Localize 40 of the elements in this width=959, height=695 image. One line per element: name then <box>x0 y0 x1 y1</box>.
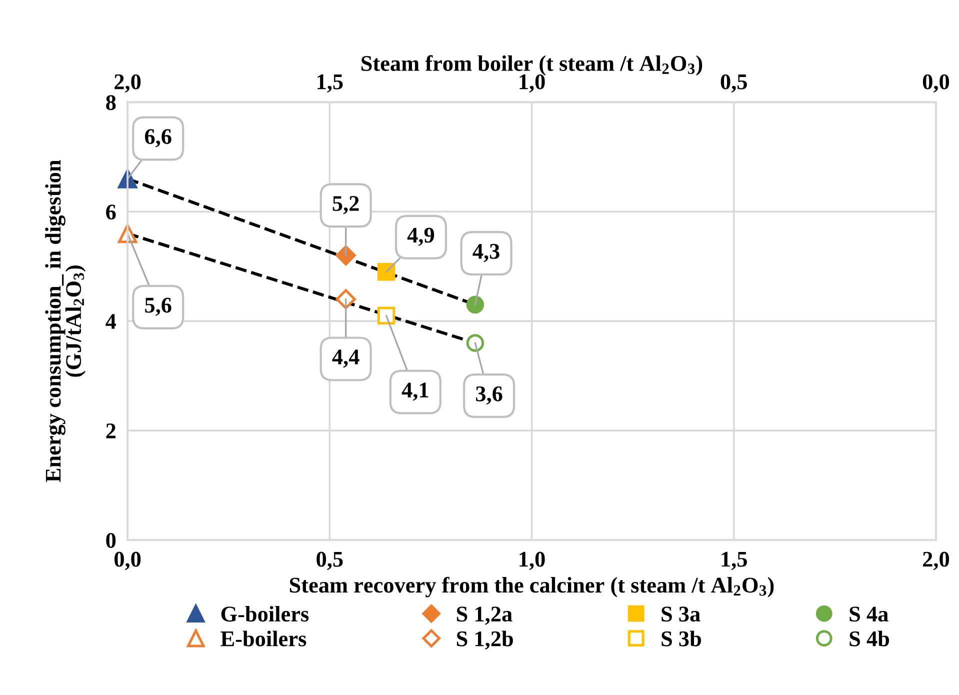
data-label: 5,2 <box>332 196 359 214</box>
point <box>466 334 484 352</box>
data-label: 5,6 <box>145 298 172 316</box>
y-tick-label: 4 <box>106 314 116 329</box>
legend-label: S 4a <box>850 606 888 622</box>
point <box>377 262 396 281</box>
y-tick-label: 6 <box>106 204 116 220</box>
y-tick-label: 8 <box>106 95 116 110</box>
data-label: 4,9 <box>407 228 434 246</box>
x2-tick-label: 0,0 <box>922 74 950 93</box>
data-label: 6,6 <box>144 129 172 148</box>
x2-tick-label: 1,5 <box>318 74 343 93</box>
x-tick-label: 0,0 <box>114 552 141 570</box>
x2-axis-title: Steam from boiler (t steam /t Al$_{2}$O$_{3}$) <box>362 55 702 76</box>
y-tick-label: 0 <box>106 532 116 548</box>
legend-label: S 1,2b <box>456 630 513 650</box>
x-tick-label: 1,0 <box>520 552 545 570</box>
x2-tick-label: 1,0 <box>520 74 545 93</box>
point <box>336 289 356 310</box>
y-axis-title: Energy consumption_ in digestion (GJ/tAl$_{2}$O$_{3}$) <box>45 160 86 482</box>
data-label: 4,3 <box>472 244 500 262</box>
point <box>466 296 484 314</box>
x-tick-label: 0,5 <box>316 552 343 570</box>
legend-label: S 4b <box>850 630 890 646</box>
legend-label: E-boilers <box>220 630 306 646</box>
data-label: 4,4 <box>332 350 360 368</box>
point <box>336 245 356 266</box>
legend-label: S 1,2a <box>456 606 512 625</box>
x-tick-label: 1,5 <box>722 552 747 570</box>
x2-tick-label: 2,0 <box>114 74 141 93</box>
x-axis-title: Steam recovery from the calciner (t steam /t Al$_{2}$O$_{3}$) <box>290 576 774 598</box>
data-label: 3,6 <box>476 386 502 405</box>
legend-label: S 3a <box>662 606 700 622</box>
x-tick-label: 2,0 <box>923 552 950 570</box>
point <box>377 306 396 325</box>
legend-label: G-boilers <box>221 606 309 622</box>
legend-label: S 3b <box>662 630 701 646</box>
x2-tick-label: 0,5 <box>720 74 747 93</box>
data-label: 4,1 <box>402 382 428 401</box>
y-tick-label: 2 <box>106 424 116 438</box>
